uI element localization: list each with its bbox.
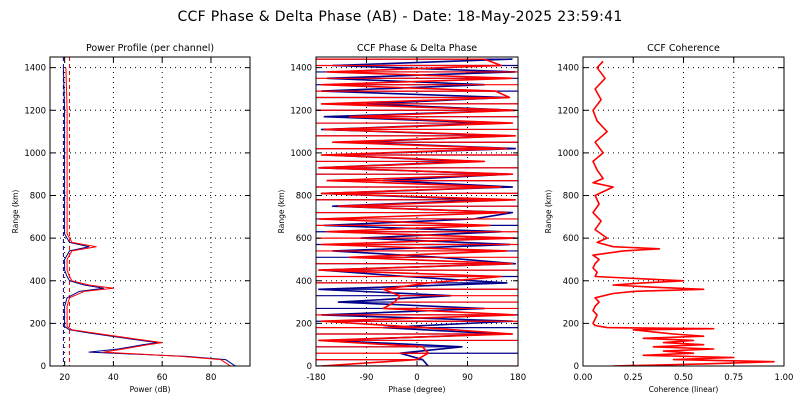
power-ylabel: Range (km): [11, 190, 20, 234]
phase-ytick-label: 1000: [290, 149, 312, 159]
phase-xlabel: Phase (degree): [389, 385, 446, 394]
coherence-xtick-label: 1.00: [775, 373, 794, 383]
coherence-series-group: [592, 60, 775, 366]
coherence-ytick-label: 800: [563, 192, 579, 202]
phase-ytick-label: 200: [296, 319, 312, 329]
phase-ytick-label: 400: [296, 277, 312, 287]
coherence-ytick-label: 600: [563, 234, 579, 244]
phase-xtick-label: -180: [306, 373, 325, 383]
coherence-ytick-label: 0: [574, 362, 579, 372]
phase-ytick-label: 1200: [290, 106, 312, 116]
coherence-ytick-label: 400: [563, 277, 579, 287]
power-ytick-label: 1400: [24, 64, 46, 74]
power-series-line: [65, 67, 231, 366]
coherence-ytick-label: 1400: [557, 64, 579, 74]
power-xtick-label: 60: [157, 373, 168, 383]
coherence-xtick-label: 0.25: [624, 373, 643, 383]
coherence-panel-title: CCF Coherence: [647, 43, 720, 54]
phase-ytick-label: 600: [296, 234, 312, 244]
phase-ytick-label: 0: [307, 362, 312, 372]
coherence-xlabel: Coherence (linear): [649, 385, 719, 394]
coherence-ytick-label: 200: [563, 319, 579, 329]
phase-ytick-label: 1400: [290, 64, 312, 74]
power-xlabel: Power (dB): [130, 385, 171, 394]
power-ytick-label: 1200: [24, 106, 46, 116]
power-frame: [49, 56, 251, 367]
phase-ytick-label: 800: [296, 192, 312, 202]
power-series-line: [62, 67, 236, 366]
phase-xtick-label: -90: [360, 373, 374, 383]
coherence-xtick-label: 0.00: [574, 373, 593, 383]
phase-xtick-label: 0: [414, 373, 419, 383]
power-xtick-label: 40: [108, 373, 119, 383]
power-panel-title: Power Profile (per channel): [86, 43, 214, 54]
phase-xtick-label: 180: [510, 373, 526, 383]
power-ytick-label: 600: [30, 234, 46, 244]
coherence-panel: 0.00 0.25 0.50 0.75 1.00 0 200 400 600 800 1000 120…: [544, 43, 793, 394]
power-ytick-label: 0: [41, 362, 46, 372]
coherence-xtick-label: 0.75: [724, 373, 743, 383]
coherence-series-line: [592, 60, 775, 366]
phase-ylabel: Range (km): [277, 190, 286, 234]
phase-xtick-label: 90: [462, 373, 473, 383]
power-ytick-label: 800: [30, 192, 46, 202]
phase-panel-title: CCF Phase & Delta Phase: [357, 43, 477, 54]
coherence-ytick-label: 1000: [557, 149, 579, 159]
coherence-ylabel: Range (km): [544, 190, 553, 234]
coherence-xtick-label: 0.50: [674, 373, 693, 383]
power-ytick-label: 1000: [24, 149, 46, 159]
coherence-ytick-label: 1200: [557, 106, 579, 116]
power-xtick-label: 80: [206, 373, 217, 383]
phase-series-group: [316, 58, 518, 366]
power-ytick-label: 200: [30, 319, 46, 329]
power-xtick-label: 20: [59, 373, 70, 383]
power-series-group: [62, 67, 236, 366]
phase-panel: -180 -90 0 90 180 0 200 400 600 800 1000 1200 1400 CC…: [277, 43, 526, 394]
figure-title: CCF Phase & Delta Phase (AB) - Date: 18-…: [177, 9, 623, 25]
power-ytick-label: 400: [30, 277, 46, 287]
coherence-frame: [582, 56, 785, 367]
